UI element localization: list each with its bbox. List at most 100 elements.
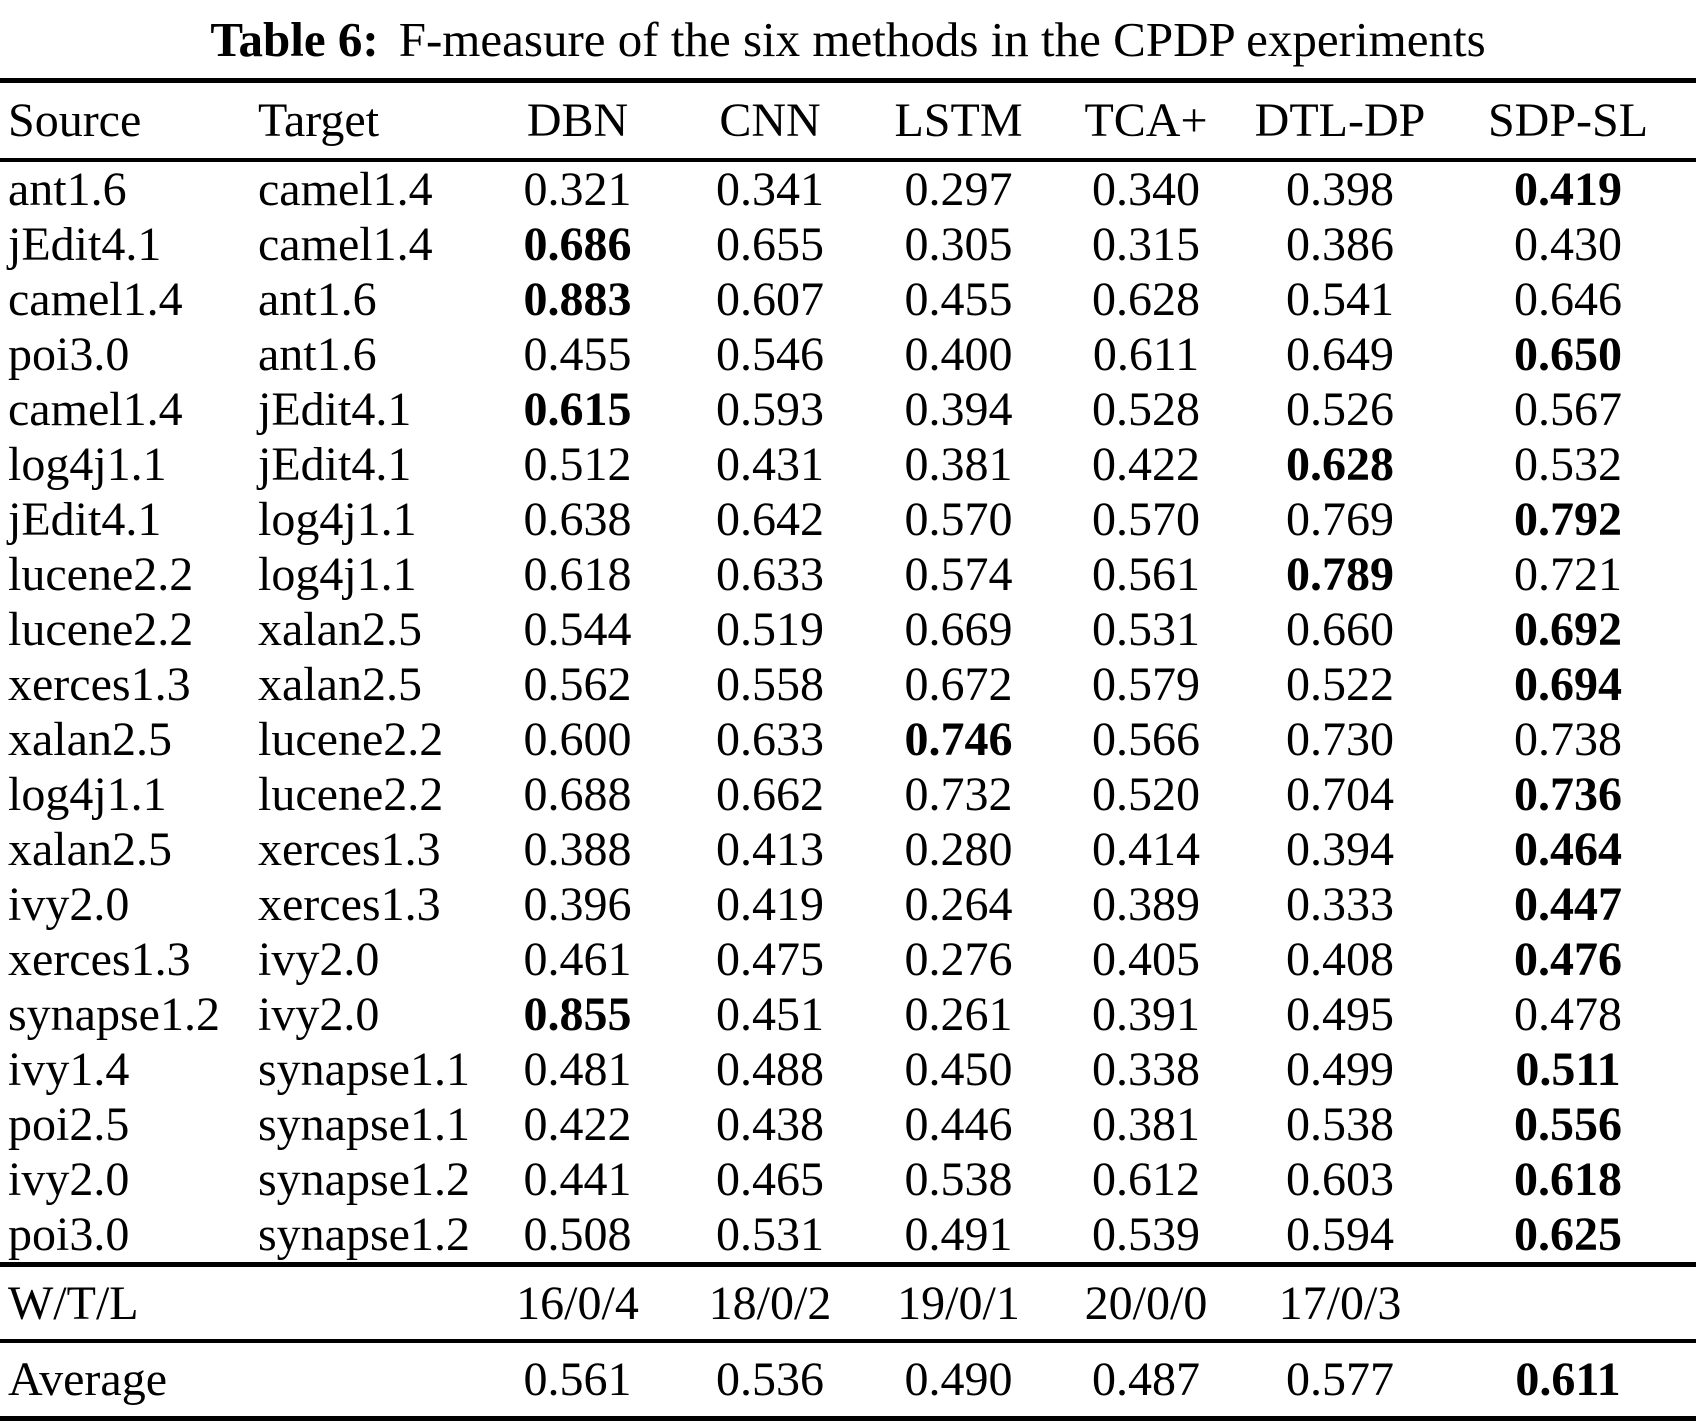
table-row: camel1.4 ant1.6 0.883 0.607 0.455 0.628 … xyxy=(0,272,1696,327)
value-cell-dtl-dp: 0.408 xyxy=(1286,933,1394,986)
table-row: log4j1.1 lucene2.2 0.688 0.662 0.732 0.5… xyxy=(0,767,1696,822)
table-row: synapse1.2 ivy2.0 0.855 0.451 0.261 0.39… xyxy=(0,987,1696,1042)
table-row: jEdit4.1 camel1.4 0.686 0.655 0.305 0.31… xyxy=(0,217,1696,272)
value-cell-sdp-sl: 0.618 xyxy=(1514,1153,1622,1206)
value-cell-sdp-sl: 0.694 xyxy=(1514,658,1622,711)
value-cell-dbn: 0.455 xyxy=(523,328,632,381)
wtl-cell-dbn: 16/0/4 xyxy=(516,1276,639,1330)
value-cell-cnn: 0.413 xyxy=(716,823,824,876)
caption-text: F-measure of the six methods in the CPDP… xyxy=(398,11,1486,67)
value-cell-cnn: 0.633 xyxy=(716,548,824,601)
source-cell: ivy1.4 xyxy=(8,1043,130,1096)
value-cell-cnn: 0.607 xyxy=(716,273,824,326)
value-cell-dtl-dp: 0.495 xyxy=(1286,988,1394,1041)
value-cell-dbn: 0.686 xyxy=(523,218,632,271)
value-cell-tca: 0.612 xyxy=(1092,1153,1200,1206)
wtl-cell-tca: 20/0/0 xyxy=(1084,1276,1208,1330)
value-cell-sdp-sl: 0.430 xyxy=(1514,218,1622,271)
value-cell-lstm: 0.305 xyxy=(904,218,1013,271)
value-cell-tca: 0.414 xyxy=(1092,823,1200,876)
value-cell-dbn: 0.855 xyxy=(523,988,632,1041)
value-cell-cnn: 0.419 xyxy=(716,878,824,931)
source-cell: poi3.0 xyxy=(8,328,130,381)
table-row: xalan2.5 xerces1.3 0.388 0.413 0.280 0.4… xyxy=(0,822,1696,877)
wtl-cell-sdp-sl xyxy=(1440,1265,1696,1342)
value-cell-sdp-sl: 0.625 xyxy=(1514,1208,1622,1261)
value-cell-dtl-dp: 0.660 xyxy=(1286,603,1394,656)
value-cell-dtl-dp: 0.603 xyxy=(1286,1153,1394,1206)
table-row: ivy1.4 synapse1.1 0.481 0.488 0.450 0.33… xyxy=(0,1042,1696,1097)
col-header-dtl-dp: DTL-DP xyxy=(1254,94,1426,147)
value-cell-dbn: 0.544 xyxy=(523,603,632,656)
target-cell: xalan2.5 xyxy=(258,658,422,711)
value-cell-cnn: 0.633 xyxy=(716,713,824,766)
source-cell: ant1.6 xyxy=(8,163,127,216)
value-cell-dbn: 0.508 xyxy=(523,1208,632,1261)
value-cell-sdp-sl: 0.419 xyxy=(1514,163,1622,216)
target-cell: synapse1.1 xyxy=(258,1043,470,1096)
value-cell-tca: 0.389 xyxy=(1092,878,1200,931)
value-cell-cnn: 0.438 xyxy=(716,1098,824,1151)
target-cell: xalan2.5 xyxy=(258,603,422,656)
value-cell-sdp-sl: 0.792 xyxy=(1514,493,1622,546)
source-cell: ivy2.0 xyxy=(8,878,130,931)
value-cell-dtl-dp: 0.649 xyxy=(1286,328,1394,381)
caption-label: Table 6: xyxy=(210,11,379,67)
value-cell-dtl-dp: 0.789 xyxy=(1286,548,1394,601)
table-row: xerces1.3 xalan2.5 0.562 0.558 0.672 0.5… xyxy=(0,657,1696,712)
value-cell-dbn: 0.388 xyxy=(523,823,632,876)
value-cell-tca: 0.579 xyxy=(1092,658,1200,711)
value-cell-cnn: 0.642 xyxy=(716,493,824,546)
target-cell: ant1.6 xyxy=(258,273,377,326)
table-row: ivy2.0 synapse1.2 0.441 0.465 0.538 0.61… xyxy=(0,1152,1696,1207)
value-cell-cnn: 0.475 xyxy=(716,933,824,986)
value-cell-lstm: 0.394 xyxy=(904,383,1013,436)
table-row: poi2.5 synapse1.1 0.422 0.438 0.446 0.38… xyxy=(0,1097,1696,1152)
target-cell: camel1.4 xyxy=(258,218,433,271)
table-row: ant1.6 camel1.4 0.321 0.341 0.297 0.340 … xyxy=(0,160,1696,217)
average-cell-dbn: 0.561 xyxy=(523,1353,632,1406)
source-cell: log4j1.1 xyxy=(8,438,167,491)
source-cell: xalan2.5 xyxy=(8,713,172,766)
col-header-source: Source xyxy=(8,94,142,147)
value-cell-lstm: 0.491 xyxy=(904,1208,1013,1261)
wtl-cell-dtl-dp: 17/0/3 xyxy=(1278,1276,1402,1330)
value-cell-dbn: 0.441 xyxy=(523,1153,632,1206)
source-cell: poi2.5 xyxy=(8,1098,130,1151)
value-cell-dbn: 0.461 xyxy=(523,933,632,986)
value-cell-cnn: 0.546 xyxy=(716,328,824,381)
target-cell: jEdit4.1 xyxy=(258,438,412,491)
value-cell-lstm: 0.297 xyxy=(904,163,1013,216)
average-cell-cnn: 0.536 xyxy=(716,1353,824,1406)
value-cell-dbn: 0.615 xyxy=(523,383,632,436)
value-cell-tca: 0.381 xyxy=(1092,1098,1200,1151)
value-cell-dbn: 0.600 xyxy=(523,713,632,766)
header-row: Source Target DBN CNN LSTM TCA+ DTL-DP S… xyxy=(0,80,1696,160)
average-cell-dtl-dp: 0.577 xyxy=(1286,1353,1394,1406)
value-cell-sdp-sl: 0.464 xyxy=(1514,823,1622,876)
value-cell-cnn: 0.488 xyxy=(716,1043,824,1096)
value-cell-tca: 0.566 xyxy=(1092,713,1200,766)
table-row: xalan2.5 lucene2.2 0.600 0.633 0.746 0.5… xyxy=(0,712,1696,767)
average-cell-tca: 0.487 xyxy=(1092,1353,1200,1406)
target-cell: xerces1.3 xyxy=(258,878,441,931)
source-cell: poi3.0 xyxy=(8,1208,130,1261)
value-cell-tca: 0.422 xyxy=(1092,438,1200,491)
value-cell-sdp-sl: 0.736 xyxy=(1514,768,1622,821)
col-header-sdp-sl: SDP-SL xyxy=(1487,94,1649,147)
table-row: lucene2.2 log4j1.1 0.618 0.633 0.574 0.5… xyxy=(0,547,1696,602)
source-cell: xalan2.5 xyxy=(8,823,172,876)
average-cell-sdp-sl: 0.611 xyxy=(1515,1353,1621,1406)
wtl-cell-cnn: 18/0/2 xyxy=(708,1276,832,1330)
value-cell-lstm: 0.264 xyxy=(904,878,1013,931)
target-cell: ivy2.0 xyxy=(258,988,380,1041)
value-cell-dtl-dp: 0.730 xyxy=(1286,713,1394,766)
value-cell-dtl-dp: 0.522 xyxy=(1286,658,1394,711)
value-cell-sdp-sl: 0.511 xyxy=(1515,1043,1621,1096)
target-cell: synapse1.2 xyxy=(258,1153,470,1206)
table-row: xerces1.3 ivy2.0 0.461 0.475 0.276 0.405… xyxy=(0,932,1696,987)
wtl-section: W/T/L 16/0/4 18/0/2 19/0/1 20/0/0 17/0/3 xyxy=(0,1265,1696,1342)
average-section: Average 0.561 0.536 0.490 0.487 0.577 0.… xyxy=(0,1341,1696,1419)
value-cell-dtl-dp: 0.499 xyxy=(1286,1043,1394,1096)
